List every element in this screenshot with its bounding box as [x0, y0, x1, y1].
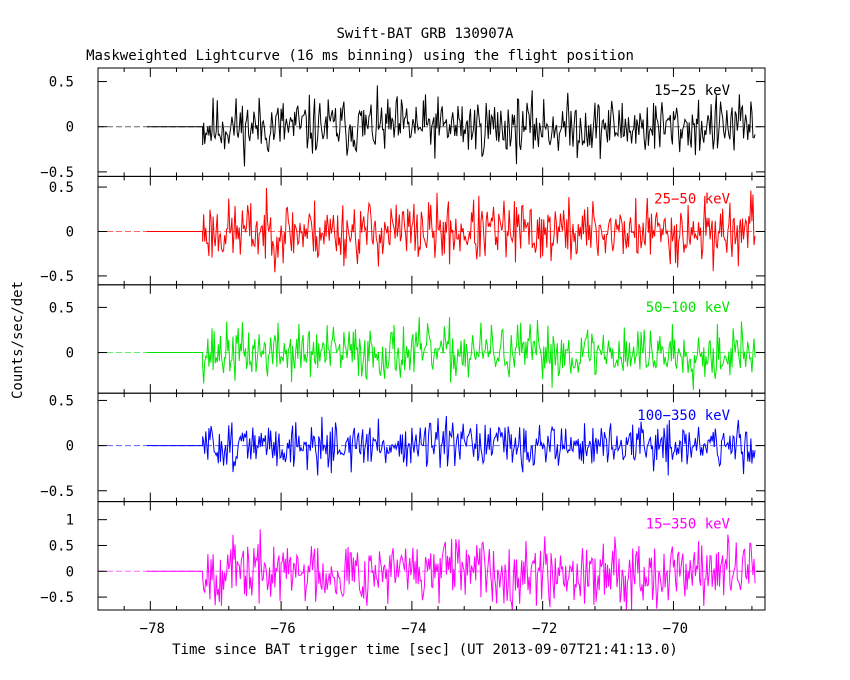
y-tick-label: 0: [66, 564, 74, 580]
x-tick-label: −72: [532, 621, 557, 637]
panel-25-50-keV: 0.5 0 −0.5 25−50 keV: [40, 175, 766, 286]
chart-title: Swift-BAT GRB 130907A: [336, 26, 514, 42]
y-tick-label: 0: [66, 439, 74, 455]
panel-100-350-keV: 0.5 0 −0.5 100−350 keV: [40, 392, 766, 503]
y-tick-label: 0.5: [49, 75, 74, 91]
y-axis-label: Counts/sec/det: [10, 281, 26, 399]
series-line: [147, 187, 756, 273]
band-label: 25−50 keV: [654, 191, 730, 207]
x-tick-label: −70: [663, 621, 688, 637]
band-label: 15−350 keV: [646, 517, 731, 533]
series-line: [147, 529, 756, 611]
y-tick-label: 0.5: [49, 393, 74, 409]
band-label: 15−25 keV: [654, 83, 730, 99]
y-tick-label: −0.5: [40, 165, 74, 181]
y-tick-label: −0.5: [40, 269, 74, 285]
y-tick-label: 0.5: [49, 300, 74, 316]
panel-frame: [97, 501, 766, 611]
y-tick-label: −0.5: [40, 484, 74, 500]
chart-subtitle: Maskweighted Lightcurve (16 ms binning) …: [86, 48, 634, 64]
x-tick-label: −76: [270, 621, 295, 637]
y-tick-label: 0.5: [49, 180, 74, 196]
x-axis-label: Time since BAT trigger time [sec] (UT 20…: [172, 642, 678, 658]
y-tick-label: −0.5: [40, 590, 74, 606]
y-tick-label: 0: [66, 224, 74, 240]
y-tick-label: 0.5: [49, 538, 74, 554]
y-tick-label: 0: [66, 346, 74, 362]
x-tick-label: −74: [401, 621, 426, 637]
panel-15-25-keV: 0.5 0 −0.5 15−25 keV: [40, 67, 766, 181]
panel-15-350-keV: 1 0.5 0 −0.5 15−350 keV: [40, 501, 766, 611]
band-label: 100−350 keV: [637, 408, 730, 424]
panel-50-100-keV: 0.5 0 50−100 keV: [49, 284, 766, 394]
series-line: [147, 317, 756, 390]
band-label: 50−100 keV: [646, 300, 731, 316]
series-line: [147, 85, 756, 167]
y-tick-label: 0: [66, 120, 74, 136]
series-line: [147, 415, 756, 476]
y-tick-label: 1: [66, 513, 74, 529]
x-tick-label: −78: [140, 621, 165, 637]
panels-group: 0.5 0 −0.5 15−25 keV 0.5 0 −0.5 25−50 keV 0.5 0 50…: [40, 67, 766, 637]
